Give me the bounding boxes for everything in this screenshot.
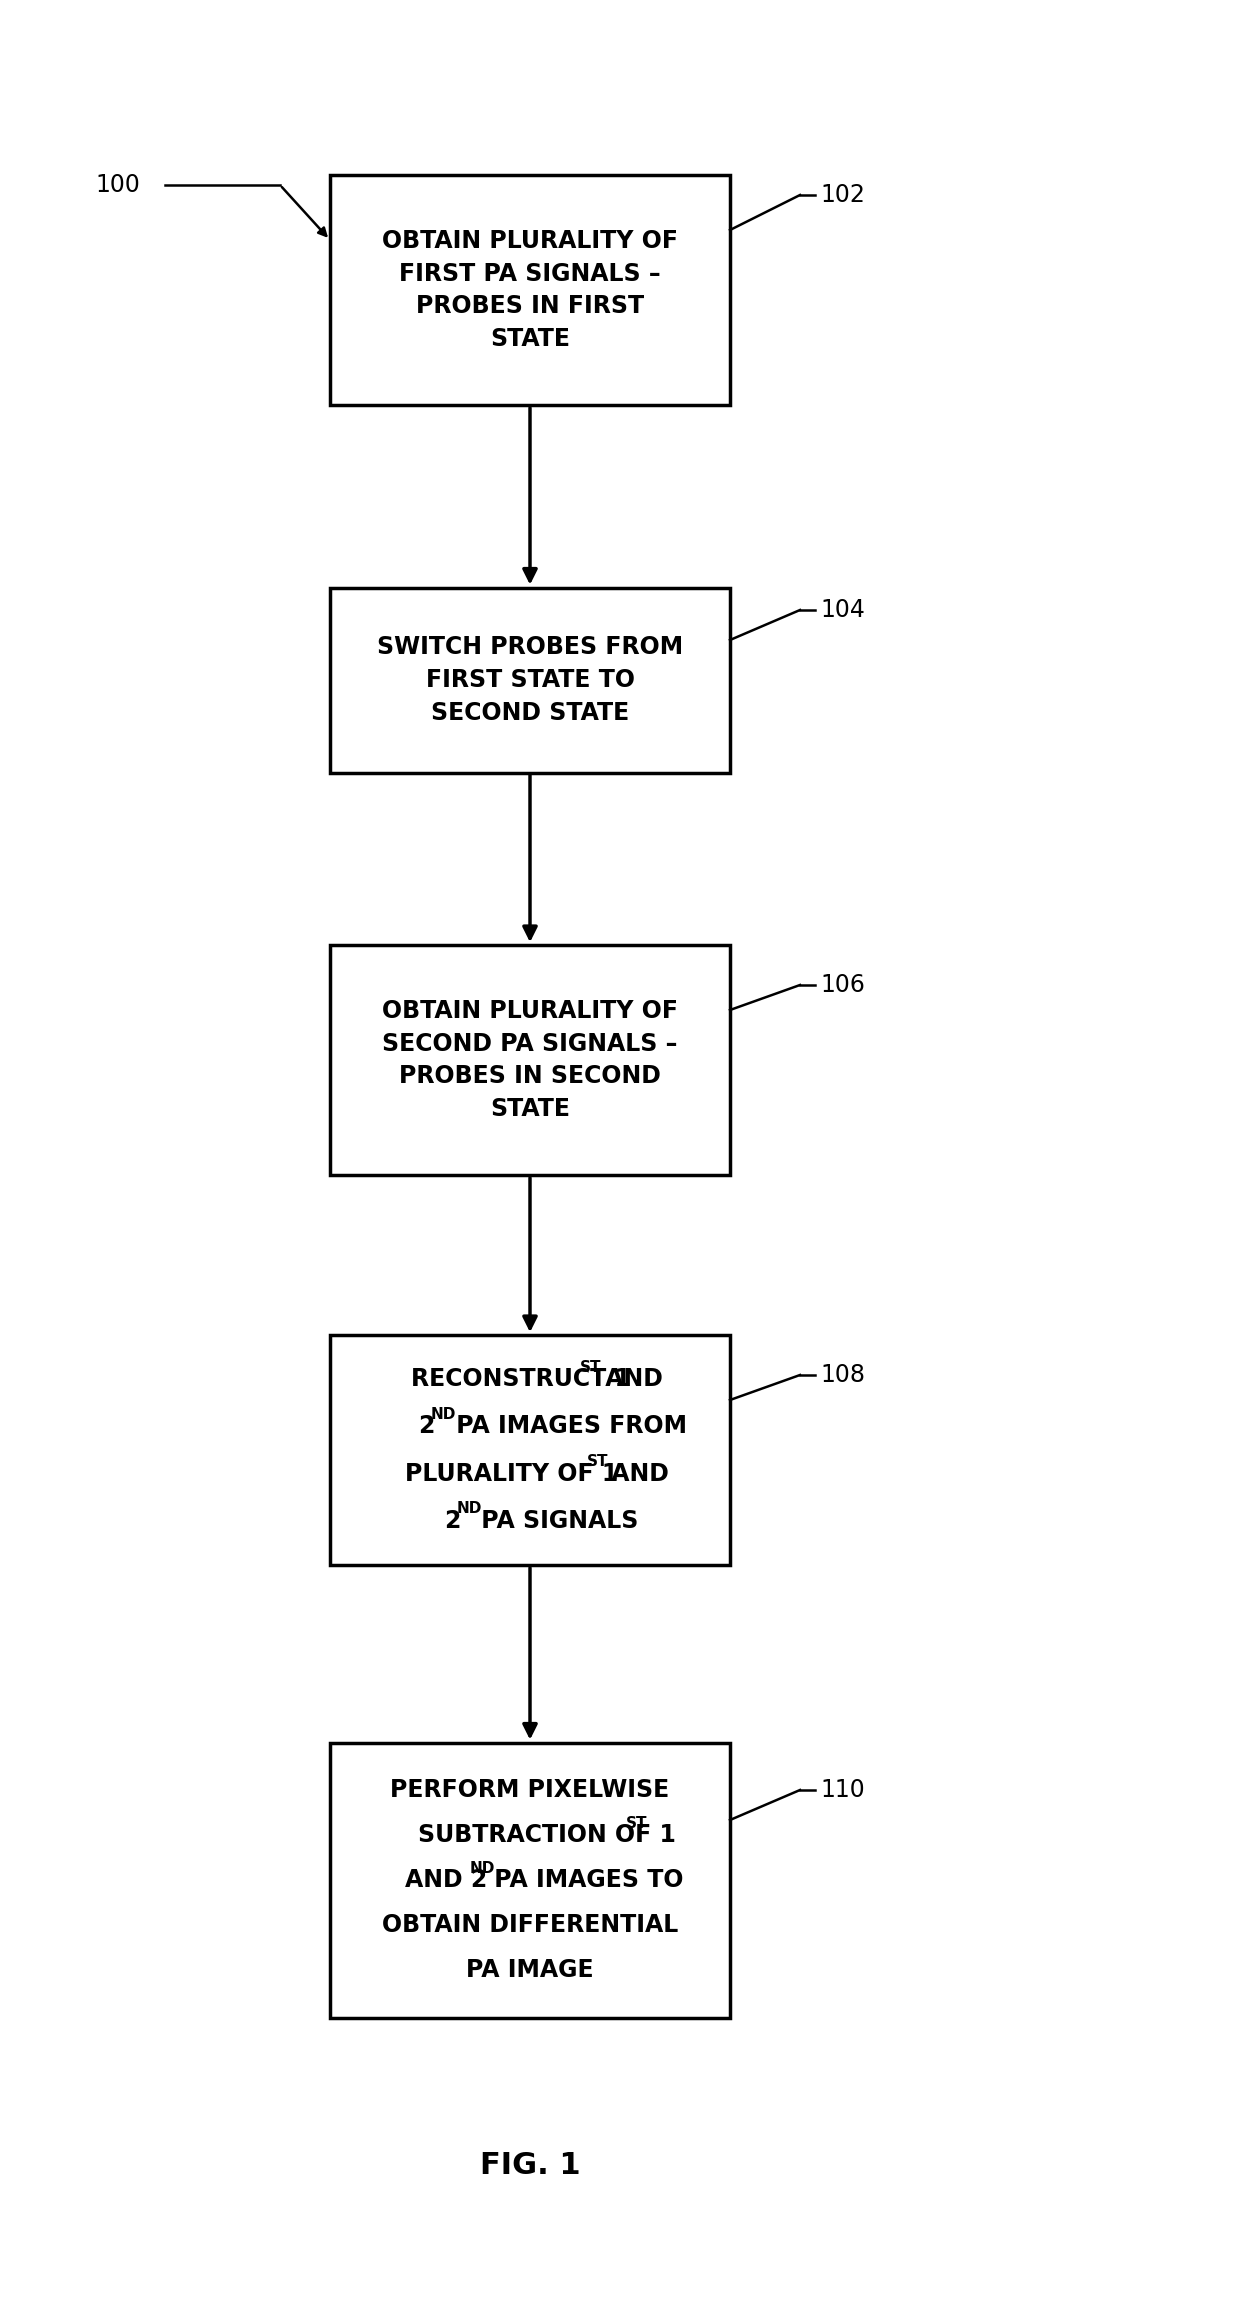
Text: PLURALITY OF 1: PLURALITY OF 1 [404,1461,618,1486]
Text: AND 2: AND 2 [404,1869,487,1892]
Text: ST: ST [625,1816,647,1832]
Text: ND: ND [470,1862,495,1875]
Text: PA IMAGES TO: PA IMAGES TO [486,1869,684,1892]
Text: AND: AND [596,1366,662,1392]
Text: PERFORM PIXELWISE: PERFORM PIXELWISE [391,1779,670,1802]
Text: 2: 2 [444,1509,460,1532]
Text: ND: ND [456,1502,482,1516]
Text: 100: 100 [95,173,140,198]
Text: 2: 2 [418,1415,434,1438]
Text: SWITCH PROBES FROM
FIRST STATE TO
SECOND STATE: SWITCH PROBES FROM FIRST STATE TO SECOND… [377,636,683,723]
Text: RECONSTRUCT 1: RECONSTRUCT 1 [412,1366,631,1392]
Text: ST: ST [580,1359,601,1375]
Text: 104: 104 [820,599,864,622]
Text: 110: 110 [820,1779,864,1802]
Text: SUBTRACTION OF 1: SUBTRACTION OF 1 [418,1822,676,1848]
Text: OBTAIN DIFFERENTIAL: OBTAIN DIFFERENTIAL [382,1912,678,1938]
Text: AND: AND [604,1461,670,1486]
FancyBboxPatch shape [330,1742,730,2018]
Text: OBTAIN PLURALITY OF
SECOND PA SIGNALS –
PROBES IN SECOND
STATE: OBTAIN PLURALITY OF SECOND PA SIGNALS – … [382,1000,678,1120]
FancyBboxPatch shape [330,175,730,406]
Text: PA SIGNALS: PA SIGNALS [474,1509,639,1532]
Text: ND: ND [430,1408,456,1422]
Text: OBTAIN PLURALITY OF
FIRST PA SIGNALS –
PROBES IN FIRST
STATE: OBTAIN PLURALITY OF FIRST PA SIGNALS – P… [382,228,678,350]
FancyBboxPatch shape [330,945,730,1175]
Text: 106: 106 [820,972,864,998]
FancyBboxPatch shape [330,1334,730,1564]
Text: ST: ST [587,1454,608,1470]
Text: PA IMAGE: PA IMAGE [466,1958,594,1981]
FancyBboxPatch shape [330,588,730,772]
Text: FIG. 1: FIG. 1 [480,2150,580,2180]
Text: PA IMAGES FROM: PA IMAGES FROM [448,1415,687,1438]
Text: 108: 108 [820,1364,866,1387]
Text: 102: 102 [820,182,864,207]
